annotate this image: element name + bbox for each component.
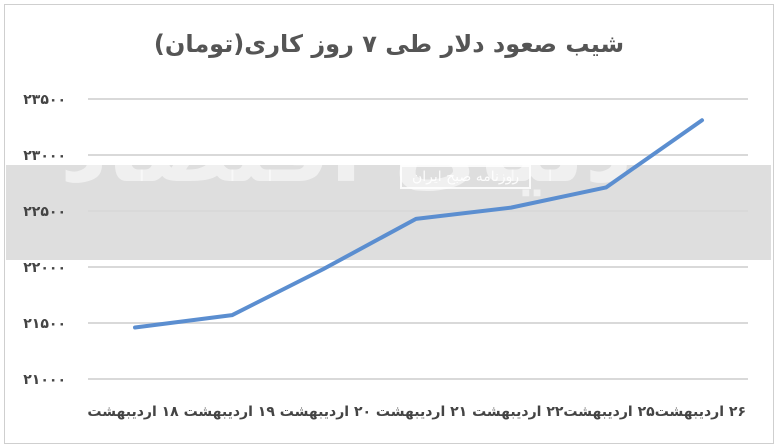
watermark-band [6, 165, 771, 260]
watermark-logo: دنیای اقتصاد [60, 96, 632, 203]
y-tick-label: ۲۳۰۰۰ [23, 148, 66, 164]
y-tick-label: ۲۲۰۰۰ [23, 260, 66, 276]
x-axis-labels: ۲۶ اردیبهشت۲۵ اردیبهشت۲۲ اردیبهشت ۲۱ ارد… [87, 404, 746, 420]
series-line [133, 118, 704, 330]
chart-frame [4, 4, 774, 444]
y-tick-label: ۲۳۵۰۰ [23, 92, 66, 108]
y-tick-label: ۲۱۰۰۰ [23, 372, 66, 388]
series-points [134, 120, 703, 328]
chart-title: شیب صعود دلار طی ۷ روز کاری(تومان) [153, 30, 625, 58]
watermark-subtitle: روزنامه صبح ایران [400, 165, 532, 189]
y-tick-label: ۲۲۵۰۰ [23, 204, 66, 220]
gridlines [88, 98, 748, 380]
y-tick-label: ۲۱۵۰۰ [23, 316, 66, 332]
y-axis-ticks: ۲۱۰۰۰ ۲۱۵۰۰ ۲۲۰۰۰ ۲۲۵۰۰ ۲۳۰۰۰ ۲۳۵۰۰ [23, 92, 66, 388]
